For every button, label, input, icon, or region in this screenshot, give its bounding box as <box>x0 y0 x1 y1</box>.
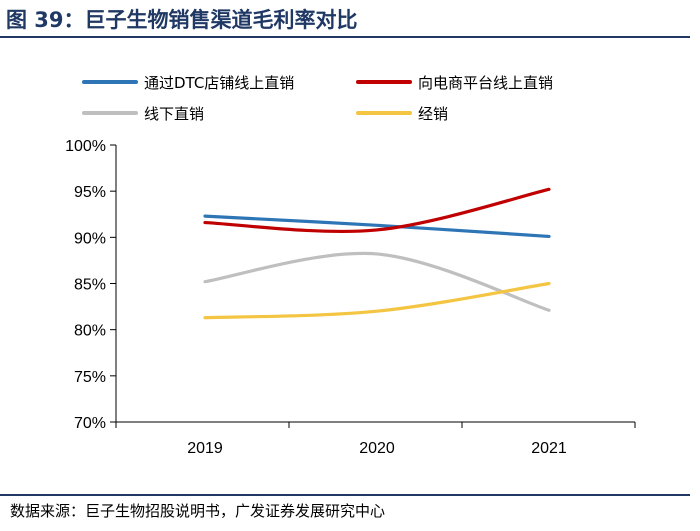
y-tick-label: 70% <box>74 415 106 432</box>
y-tick-label: 85% <box>74 277 106 294</box>
y-tick-label: 95% <box>74 184 106 201</box>
source-divider <box>0 494 690 496</box>
figure-title: 图 39：巨子生物销售渠道毛利率对比 <box>6 8 358 32</box>
series-line <box>203 187 551 234</box>
y-tick-label: 90% <box>74 230 106 247</box>
legend-entry: 向电商平台线上直销 <box>418 74 553 92</box>
x-tick-label: 2020 <box>359 440 395 457</box>
legend-entry: 经销 <box>418 105 448 123</box>
legend-entry: 通过DTC店铺线上直销 <box>144 74 294 92</box>
series-line <box>203 214 551 239</box>
x-tick-label: 2021 <box>531 440 567 457</box>
series-line <box>203 251 551 312</box>
chart-axes: 70% 75% 80% 85% 90% 95% 100% 2019 2020 2021 <box>65 138 636 457</box>
figure-source: 数据来源：巨子生物招股说明书，广发证券发展研究中心 <box>10 502 386 520</box>
chart-series <box>203 187 551 320</box>
series-line <box>203 281 551 320</box>
y-tick-label: 80% <box>74 323 106 340</box>
y-tick-label: 100% <box>65 138 106 155</box>
y-tick-label: 75% <box>74 369 106 386</box>
legend-entry: 线下直销 <box>144 105 204 123</box>
x-tick-label: 2019 <box>187 440 223 457</box>
title-divider <box>0 36 690 38</box>
